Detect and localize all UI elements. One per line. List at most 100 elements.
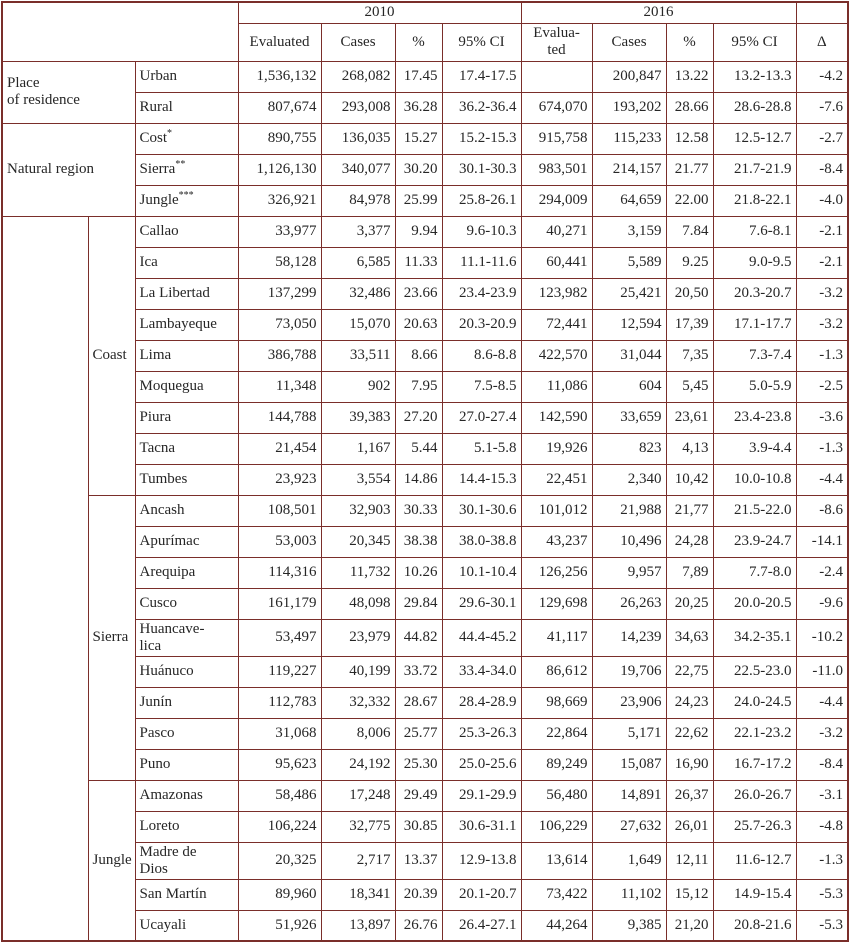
- data-cell: -1.3: [795, 841, 849, 880]
- data-cell: 14.86: [394, 463, 443, 496]
- data-cell: 129,698: [520, 587, 593, 620]
- row-label: Sierra**: [134, 153, 239, 186]
- table-row: Loreto 106,224 32,775 30.85 30.6-31.1 106,229…: [2, 810, 849, 843]
- data-cell: 25,421: [591, 277, 667, 310]
- data-cell: 21.5-22.0: [712, 494, 797, 527]
- data-cell: 7.7-8.0: [712, 556, 797, 589]
- data-cell: -10.2: [795, 618, 849, 657]
- data-cell: 34,63: [665, 618, 714, 657]
- data-cell: 28.4-28.9: [441, 686, 522, 719]
- data-cell: 44.4-45.2: [441, 618, 522, 657]
- data-cell: 11.33: [394, 246, 443, 279]
- row-label: Arequipa: [134, 556, 239, 589]
- data-cell: 7.84: [665, 215, 714, 248]
- table-row: Lambayeque 73,050 15,070 20.63 20.3-20.9 72,4…: [2, 308, 849, 341]
- data-cell: 5.0-5.9: [712, 370, 797, 403]
- data-cell: 25.77: [394, 717, 443, 750]
- data-cell: 21,77: [665, 494, 714, 527]
- section-label: Natural region: [1, 122, 136, 217]
- data-cell: 823: [591, 432, 667, 465]
- data-cell: [520, 60, 593, 93]
- table-row: Sierra** 1,126,130 340,077 30.20 30.1-30.3 98…: [2, 153, 849, 186]
- data-cell: 20.0-20.5: [712, 587, 797, 620]
- data-cell: 30.1-30.3: [441, 153, 522, 186]
- data-cell: 1,167: [320, 432, 396, 465]
- table-row: La Libertad 137,299 32,486 23.66 23.4-23.9 12…: [2, 277, 849, 310]
- data-cell: -2.1: [795, 215, 849, 248]
- data-cell: 11,732: [320, 556, 396, 589]
- data-cell: 9.0-9.5: [712, 246, 797, 279]
- data-cell: 268,082: [320, 60, 396, 93]
- data-cell: -5.3: [795, 878, 849, 911]
- data-cell: 23,61: [665, 401, 714, 434]
- data-cell: 1,126,130: [237, 153, 322, 186]
- data-cell: 33,977: [237, 215, 322, 248]
- data-cell: 7.3-7.4: [712, 339, 797, 372]
- data-cell: 106,224: [237, 810, 322, 843]
- data-cell: 26.0-26.7: [712, 779, 797, 812]
- data-cell: 1,649: [591, 841, 667, 880]
- data-cell: 30.33: [394, 494, 443, 527]
- table-row: Apurímac 53,003 20,345 38.38 38.0-38.8 43,237…: [2, 525, 849, 558]
- table-row: Huancave- lica 53,497 23,979 44.82 44.4-45.2…: [2, 618, 849, 657]
- data-cell: 33,511: [320, 339, 396, 372]
- data-cell: 422,570: [520, 339, 593, 372]
- table-row: Rural 807,674 293,008 36.28 36.2-36.4 674,070…: [2, 91, 849, 124]
- data-cell: -4.8: [795, 810, 849, 843]
- data-cell: 95,623: [237, 748, 322, 781]
- data-cell: 23.66: [394, 277, 443, 310]
- data-cell: 902: [320, 370, 396, 403]
- data-cell: 119,227: [237, 655, 322, 688]
- data-cell: 20,345: [320, 525, 396, 558]
- data-cell: 15,070: [320, 308, 396, 341]
- data-cell: -2.4: [795, 556, 849, 589]
- data-cell: 21.7-21.9: [712, 153, 797, 186]
- row-label: Moquegua: [134, 370, 239, 403]
- row-label: Lima: [134, 339, 239, 372]
- year-2016-header: 2016: [520, 1, 797, 24]
- data-cell: 22.1-23.2: [712, 717, 797, 750]
- data-cell: 14,891: [591, 779, 667, 812]
- data-cell: 108,501: [237, 494, 322, 527]
- col-2010-percent: %: [394, 22, 443, 62]
- data-cell: 9,385: [591, 909, 667, 942]
- data-cell: 9.6-10.3: [441, 215, 522, 248]
- row-label: Amazonas: [134, 779, 239, 812]
- data-cell: 17,248: [320, 779, 396, 812]
- data-cell: 22.5-23.0: [712, 655, 797, 688]
- data-cell: 30.6-31.1: [441, 810, 522, 843]
- row-label: Ancash: [134, 494, 239, 527]
- footnote-marker: ***: [178, 190, 194, 201]
- table-row: Sierra Ancash 108,501 32,903 30.33 30.1-30.6 1…: [2, 494, 849, 781]
- data-cell: 17.1-17.7: [712, 308, 797, 341]
- year-2010-header: 2010: [237, 1, 522, 24]
- data-cell: 31,068: [237, 717, 322, 750]
- data-cell: 11,102: [591, 878, 667, 911]
- data-cell: -1.3: [795, 339, 849, 372]
- data-cell: 161,179: [237, 587, 322, 620]
- row-label: Jungle***: [134, 184, 239, 217]
- data-cell: 53,003: [237, 525, 322, 558]
- data-cell: 28.6-28.8: [712, 91, 797, 124]
- data-cell: 51,926: [237, 909, 322, 942]
- data-cell: 200,847: [591, 60, 667, 93]
- data-cell: 126,256: [520, 556, 593, 589]
- data-cell: 17.45: [394, 60, 443, 93]
- data-cell: 9.25: [665, 246, 714, 279]
- data-cell: 20,50: [665, 277, 714, 310]
- data-cell: 12,11: [665, 841, 714, 880]
- data-cell: 115,233: [591, 122, 667, 155]
- data-cell: 26,01: [665, 810, 714, 843]
- table-row: Arequipa 114,316 11,732 10.26 10.1-10.4 126,2…: [2, 556, 849, 589]
- data-cell: 214,157: [591, 153, 667, 186]
- data-cell: 12.5-12.7: [712, 122, 797, 155]
- data-cell: 16.7-17.2: [712, 748, 797, 781]
- data-cell: 23,906: [591, 686, 667, 719]
- data-cell: 4,13: [665, 432, 714, 465]
- data-cell: -7.6: [795, 91, 849, 124]
- data-cell: 27.20: [394, 401, 443, 434]
- data-cell: -8.4: [795, 748, 849, 781]
- data-cell: 294,009: [520, 184, 593, 217]
- data-cell: 144,788: [237, 401, 322, 434]
- data-cell: 21,20: [665, 909, 714, 942]
